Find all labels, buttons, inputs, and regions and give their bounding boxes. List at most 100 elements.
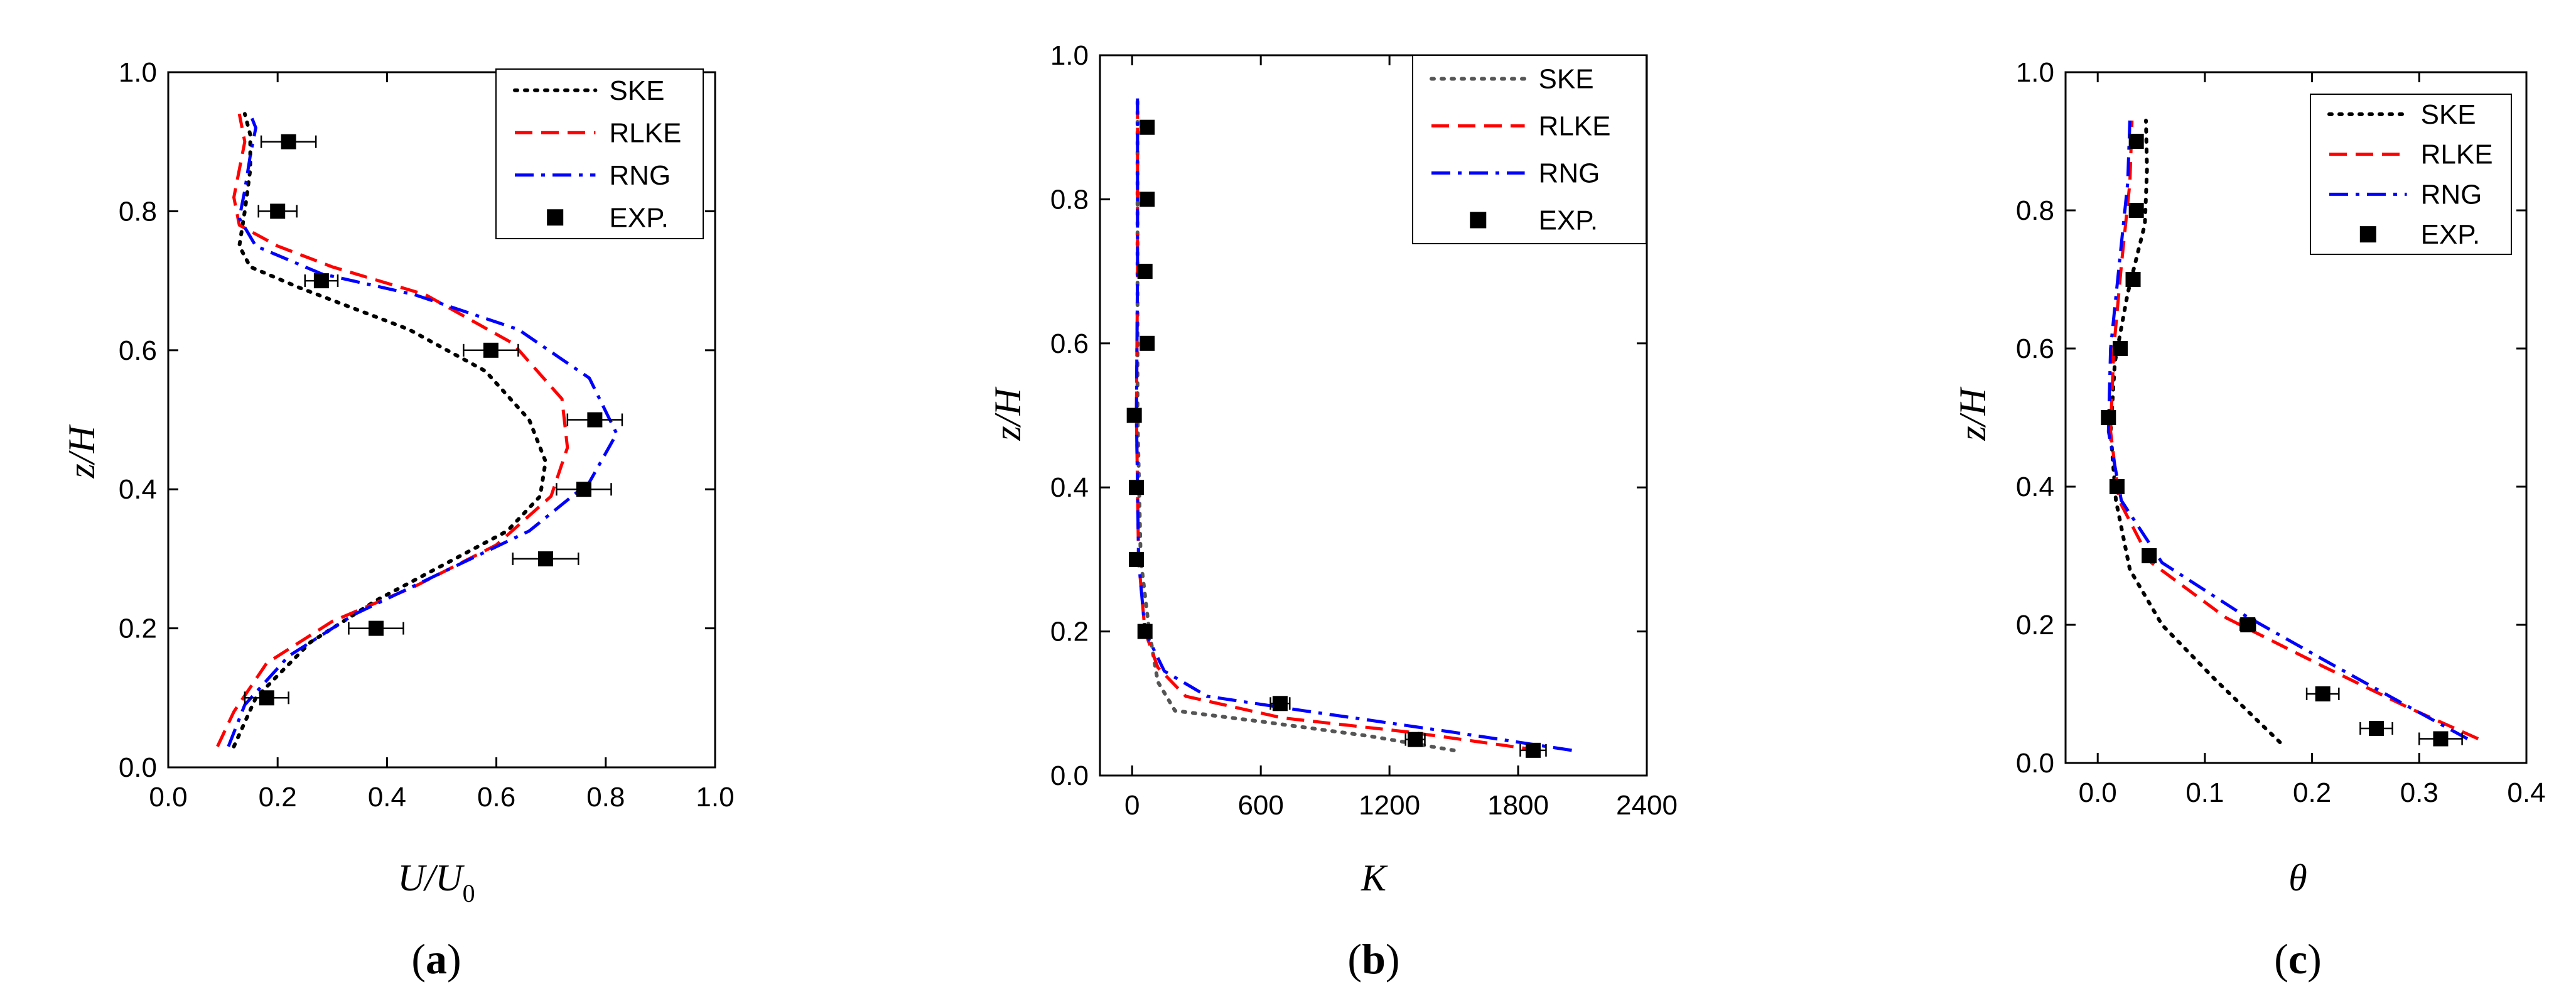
panel-b-series-rng-line — [1134, 98, 1572, 752]
panel-a-exp-point — [281, 134, 296, 149]
panel-c-y-axis-title: z/H — [1952, 386, 1993, 441]
panel-b-y-tick-label: 0.2 — [1050, 617, 1089, 647]
panel-a-legend: SKE RLKE RNG EXP. — [495, 68, 704, 239]
panel-a-legend-rng-label: RNG — [609, 160, 671, 191]
panel-b-ticks: 0 600 1200 1800 2400 0.0 0.2 0.4 0.6 0.8 1.0 — [1050, 40, 1678, 821]
panel-a-x-tick-label: 0.2 — [259, 782, 297, 813]
panel-c-exp-point — [2113, 341, 2128, 356]
panel-c-exp-point — [2128, 134, 2144, 149]
panel-a-legend-exp-marker — [547, 209, 564, 226]
panel-a-exp-point — [313, 273, 329, 289]
panel-b-x-tick-label: 0 — [1124, 790, 1140, 821]
panel-b-exp-point — [1140, 119, 1155, 135]
panel-a-series-rlke-line — [216, 113, 569, 747]
panel-a-x-axis-title-main: U/U — [397, 857, 465, 899]
panel-c-ticks: 0.0 0.1 0.2 0.3 0.4 0.0 0.2 0.4 0.6 0.8 1.0 — [2016, 57, 2546, 808]
panel-b-x-tick-label: 1200 — [1359, 790, 1420, 821]
panel-b-y-tick-label: 0.4 — [1050, 472, 1089, 503]
panel-c-exp-point — [2433, 731, 2449, 747]
panel-b-plot-frame — [1099, 54, 1648, 777]
panel-b-exp-point — [1137, 264, 1153, 279]
panel-b-x-axis-title-main: K — [1361, 857, 1388, 899]
panel-b-exp-point — [1272, 696, 1288, 711]
panel-a-ticks: 0.0 0.2 0.4 0.6 0.8 1.0 0.0 0.2 0.4 0.6 0.8 1.0 — [119, 57, 735, 813]
panel-b-legend-rlke-label: RLKE — [1539, 111, 1611, 142]
panel-b-exp-point — [1129, 480, 1145, 495]
panel-c-exp-point — [2101, 410, 2116, 425]
panel-b-legend-exp-marker — [1470, 212, 1487, 229]
panel-c-y-tick-label: 0.0 — [2016, 748, 2054, 779]
panel-a-exp-point — [537, 551, 553, 566]
panel-b-exp-point — [1126, 408, 1142, 423]
panel-a-legend-exp-label: EXP. — [609, 202, 669, 233]
panel-c-caption: (c) — [2274, 935, 2322, 983]
panel-c-y-tick-label: 0.8 — [2016, 195, 2054, 226]
panel-a-x-tick-label: 0.0 — [149, 782, 187, 813]
panel-a-y-tick-label: 1.0 — [119, 57, 157, 88]
panel-c-legend-exp-label: EXP. — [2421, 219, 2481, 250]
panel-b-exp-point — [1137, 624, 1153, 639]
panel-b-exp-point — [1140, 192, 1155, 207]
panel-a-y-axis-title: z/H — [61, 424, 102, 479]
panel-a-exp-point — [259, 690, 274, 706]
panel-b-legend-rng-label: RNG — [1539, 158, 1600, 189]
panel-b-exp-point — [1525, 742, 1541, 758]
panel-b-x-tick-label: 1800 — [1487, 790, 1549, 821]
panel-b-y-tick-label: 1.0 — [1050, 40, 1089, 71]
panel-a-x-tick-label: 1.0 — [696, 782, 734, 813]
panel-a-legend-box — [495, 68, 704, 239]
panel-b-y-tick-label: 0.0 — [1050, 760, 1089, 791]
panel-a-exp-point — [576, 482, 591, 497]
panel-b-x-tick-label: 2400 — [1616, 790, 1678, 821]
panel-a-y-tick-label: 0.4 — [119, 474, 157, 505]
panel-a-x-tick-label: 0.8 — [586, 782, 625, 813]
panel-c-series-layer — [2101, 119, 2479, 747]
panel-b-legend-ske-label: SKE — [1539, 64, 1594, 95]
panel-c-x-tick-label: 0.3 — [2400, 777, 2439, 808]
panel-b-x-tick-label: 600 — [1237, 790, 1283, 821]
panel-c-legend-rng-label: RNG — [2421, 179, 2482, 210]
panel-b-exp-point — [1129, 551, 1145, 567]
panel-a-y-tick-label: 0.6 — [119, 335, 157, 366]
panel-a-y-tick-label: 0.0 — [119, 752, 157, 783]
panel-a-series-layer — [216, 112, 623, 749]
panel-a-exp-point — [587, 412, 603, 428]
panel-b-series-rlke-line — [1134, 98, 1540, 752]
panel-b-exp-point — [1140, 335, 1155, 351]
panel-a-plot-frame — [167, 71, 716, 769]
panel-c-series-rlke-line — [2109, 120, 2479, 740]
panel-c-legend-rlke-label: RLKE — [2421, 139, 2493, 170]
panel-b-legend: SKE RLKE RNG EXP. — [1412, 55, 1647, 244]
panel-a-x-tick-label: 0.4 — [368, 782, 406, 813]
panel-c-x-axis-title: θ — [2288, 857, 2307, 899]
panel-b-caption: (b) — [1347, 935, 1399, 983]
panel-a-exp-point — [368, 620, 384, 636]
panel-c-exp-point — [2315, 686, 2331, 701]
panel-c-exp-point — [2240, 617, 2256, 632]
panel-c-exp-point — [2109, 479, 2125, 494]
panel-c-exp-point — [2142, 548, 2157, 563]
panel-c-x-tick-label: 0.1 — [2185, 777, 2224, 808]
panel-b-exp-point — [1408, 732, 1423, 747]
panel-c-plot-frame — [2064, 71, 2528, 764]
panel-c-series-rng-line — [2106, 120, 2469, 740]
panel-c-y-tick-label: 1.0 — [2016, 57, 2054, 88]
panel-b-series-layer — [1126, 96, 1572, 758]
panel-b-legend-exp-label: EXP. — [1539, 205, 1598, 236]
panel-a: 0.0 0.2 0.4 0.6 0.8 1.0 0.0 0.2 0.4 0.6 0.8 1.0 z/H… — [61, 57, 735, 983]
panel-b-x-axis-title: K — [1361, 857, 1388, 899]
panel-c-exp-point — [2369, 721, 2385, 736]
panel-c-x-axis-title-main: θ — [2288, 857, 2307, 899]
panel-c-exp-point — [2128, 203, 2144, 218]
panel-a-series-rng-line — [227, 113, 618, 747]
panel-b-legend-box — [1412, 55, 1647, 244]
panel-a-exp-point — [483, 342, 498, 358]
panel-a-legend-rlke-label: RLKE — [609, 117, 681, 148]
panel-b-y-tick-label: 0.8 — [1050, 184, 1089, 215]
panel-b-y-axis-title: z/H — [987, 386, 1028, 441]
panel-a-x-tick-label: 0.6 — [477, 782, 515, 813]
panel-a-x-axis-title-subscript: 0 — [463, 879, 475, 907]
panel-c-x-tick-label: 0.4 — [2507, 777, 2545, 808]
panel-c-y-tick-label: 0.2 — [2016, 610, 2054, 641]
